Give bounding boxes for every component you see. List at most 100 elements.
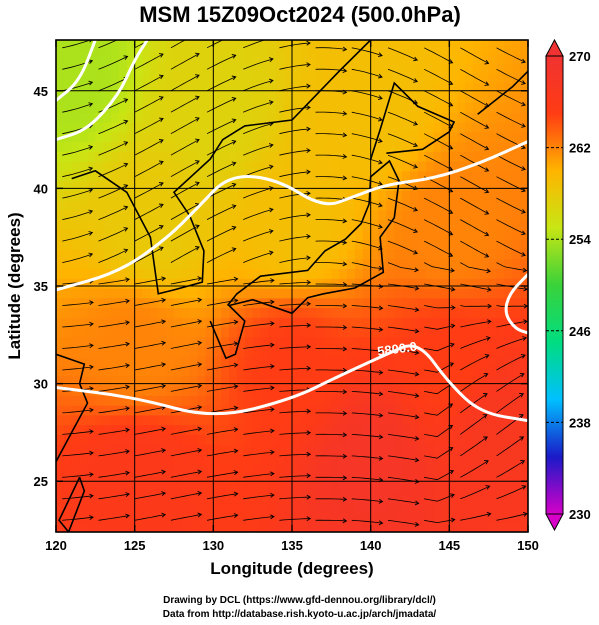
streamline — [206, 140, 236, 156]
heat-cell — [410, 170, 419, 182]
streamline — [387, 305, 419, 311]
heat-cell — [158, 327, 167, 338]
heat-cell — [142, 375, 151, 387]
heat-cell — [236, 92, 246, 104]
heat-cell — [441, 483, 450, 494]
heat-cell — [378, 170, 387, 182]
heat-cell — [221, 327, 230, 338]
heat-cell — [299, 112, 309, 123]
heat-cell — [276, 375, 285, 387]
heat-cell — [512, 366, 521, 377]
heat-cell — [197, 209, 207, 221]
heat-cell — [142, 287, 151, 299]
heat-cell — [284, 463, 293, 475]
heat-cell — [299, 73, 309, 84]
streamline-arrow — [484, 210, 490, 215]
heat-cell — [221, 63, 230, 74]
heat-cell — [56, 424, 65, 435]
heat-cell — [221, 385, 230, 396]
heat-cell — [323, 258, 332, 270]
streamline — [98, 300, 130, 306]
heat-cell — [299, 463, 309, 475]
heat-cell — [457, 268, 466, 279]
heat-cell — [512, 102, 521, 113]
heat-cell — [111, 483, 120, 494]
heat-cell — [362, 463, 372, 475]
heat-cell — [229, 141, 238, 152]
heat-cell — [111, 327, 120, 338]
heat-cell — [465, 453, 474, 465]
heat-cell — [118, 405, 128, 416]
heat-cell — [378, 307, 387, 318]
heat-cell — [260, 82, 269, 94]
heat-cell — [433, 366, 443, 377]
streamline — [170, 299, 202, 306]
streamline-arrow — [270, 363, 275, 369]
streamline — [315, 47, 347, 50]
heat-cell — [299, 356, 309, 367]
heat-cell — [166, 73, 175, 84]
heat-cell — [449, 356, 458, 367]
heat-cell — [118, 492, 128, 504]
heat-cell — [158, 122, 167, 133]
heat-cell — [354, 327, 364, 338]
heat-cell — [386, 63, 395, 74]
heat-cell — [166, 483, 175, 494]
heat-cell — [252, 73, 262, 84]
heat-cell — [134, 239, 144, 250]
heat-cell — [174, 317, 183, 328]
heat-cell — [56, 336, 65, 348]
heat-cell — [386, 327, 395, 338]
streamline — [206, 226, 236, 242]
heat-cell — [56, 414, 65, 426]
heat-cell — [402, 170, 411, 182]
heat-cell — [449, 268, 458, 279]
heat-cell — [402, 512, 411, 523]
heat-cell — [292, 82, 301, 94]
heat-cell — [323, 502, 332, 514]
heat-cell — [103, 200, 112, 211]
heat-cell — [229, 209, 238, 221]
heat-cell — [103, 112, 112, 123]
heat-cell — [449, 63, 458, 74]
heat-cell — [299, 327, 309, 338]
heat-cell — [197, 463, 207, 475]
heat-cell — [520, 219, 528, 230]
streamline-arrow — [231, 118, 237, 124]
heat-cell — [315, 502, 325, 514]
heat-cell — [292, 43, 301, 55]
streamline-arrow — [233, 513, 239, 518]
heat-cell — [56, 190, 65, 201]
heat-cell — [236, 73, 246, 84]
heat-cell — [417, 73, 427, 84]
heat-cell — [150, 297, 159, 309]
streamline-arrow — [195, 181, 200, 187]
heat-cell — [221, 395, 230, 406]
heat-cell — [520, 102, 528, 113]
heat-cell — [457, 92, 466, 104]
streamline-arrow — [449, 342, 455, 348]
streamline-arrow — [270, 278, 275, 283]
streamline — [496, 47, 526, 63]
heat-cell — [87, 366, 96, 377]
heat-cell — [63, 112, 73, 123]
heat-cell — [331, 424, 340, 435]
heat-cell — [166, 405, 175, 416]
heat-cell — [425, 112, 435, 123]
heat-cell — [252, 522, 262, 532]
heat-cell — [496, 522, 505, 532]
streamline-arrow — [414, 436, 420, 441]
heat-cell — [292, 73, 301, 84]
heat-cell — [103, 522, 112, 532]
heat-cell — [512, 336, 521, 348]
heat-cell — [386, 53, 395, 65]
heat-cell — [512, 53, 521, 65]
heat-cell — [284, 209, 293, 221]
heat-cell — [402, 366, 411, 377]
heat-cell — [425, 190, 435, 201]
streamline — [134, 385, 166, 392]
heat-cell — [307, 502, 317, 514]
heat-cell — [370, 287, 380, 299]
heat-cell — [142, 53, 151, 65]
heat-cell — [142, 102, 151, 113]
